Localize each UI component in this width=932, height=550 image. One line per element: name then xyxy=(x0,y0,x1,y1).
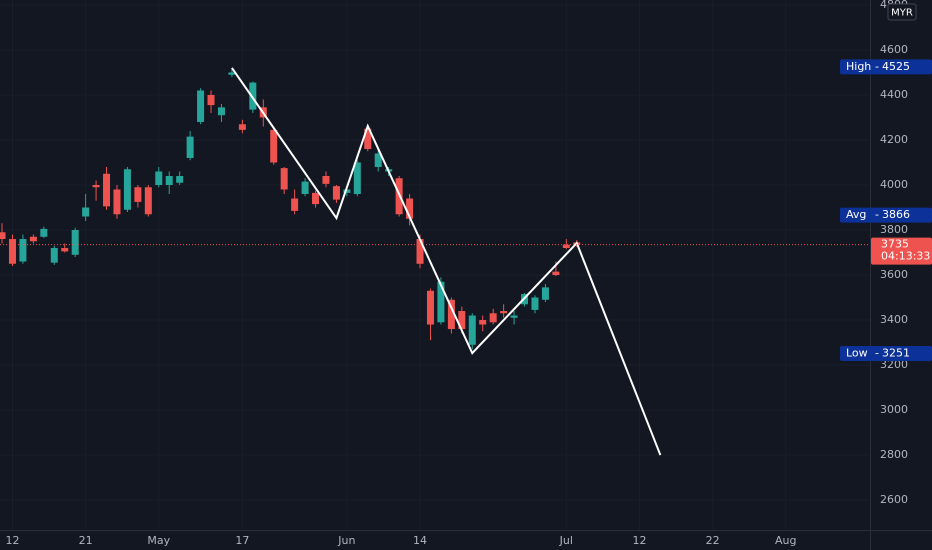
candle-body xyxy=(312,192,320,205)
marker-name: Low xyxy=(846,347,868,360)
candle-body xyxy=(552,271,560,276)
y-tick-label: 3200 xyxy=(880,358,908,371)
candle-body xyxy=(531,297,539,310)
last-price-badge xyxy=(871,237,932,265)
candle-body xyxy=(437,281,445,323)
candle-body xyxy=(113,189,121,215)
y-tick-label: 2600 xyxy=(880,493,908,506)
marker-dash: - xyxy=(875,347,879,360)
candle-body xyxy=(197,90,205,122)
candle-body xyxy=(50,248,58,263)
candle-body xyxy=(165,175,173,185)
candle-body xyxy=(510,315,518,318)
candle-body xyxy=(332,186,340,200)
y-tick-label: 2800 xyxy=(880,448,908,461)
candle-body xyxy=(541,287,549,300)
candle-body xyxy=(500,311,508,314)
y-tick-label: 3600 xyxy=(880,268,908,281)
candle-body xyxy=(447,299,455,330)
candle-body xyxy=(8,239,16,264)
y-tick-label: 3400 xyxy=(880,313,908,326)
candle-body xyxy=(19,239,27,262)
candle-body xyxy=(134,187,142,202)
x-tick-label: 22 xyxy=(706,534,720,547)
currency-badge xyxy=(887,3,917,21)
marker-name: High xyxy=(846,60,871,73)
x-tick-label: 21 xyxy=(79,534,93,547)
candle-body xyxy=(468,315,476,345)
marker-dash: - xyxy=(875,208,879,221)
candle-body xyxy=(186,136,194,158)
candle-body xyxy=(144,187,152,215)
candle-body xyxy=(71,230,79,255)
y-tick-label: 4600 xyxy=(880,43,908,56)
candle-body xyxy=(301,181,309,194)
y-tick-label: 4000 xyxy=(880,178,908,191)
candle-body xyxy=(40,228,48,237)
candle-body xyxy=(416,239,424,264)
candle-body xyxy=(406,198,414,219)
x-tick-label: 14 xyxy=(413,534,427,547)
marker-badge xyxy=(840,59,932,75)
marker-value: 3866 xyxy=(882,208,910,221)
candle-body xyxy=(280,168,288,190)
candle-body xyxy=(270,129,278,163)
candle-body xyxy=(364,128,372,149)
marker-badge xyxy=(840,207,932,223)
candle-body xyxy=(426,290,434,325)
candle-body xyxy=(103,173,111,207)
zigzag-line xyxy=(231,67,662,456)
candle-body xyxy=(0,232,6,240)
marker-value: 3251 xyxy=(882,347,910,360)
candle-body xyxy=(249,82,257,110)
x-tick-label: 17 xyxy=(235,534,249,547)
x-tick-label: 12 xyxy=(632,534,646,547)
x-tick-label: May xyxy=(147,534,170,547)
candle-body xyxy=(374,153,382,167)
x-tick-label: Jul xyxy=(559,534,573,547)
candle-body xyxy=(458,311,466,330)
candle-body xyxy=(61,248,69,252)
candle-body xyxy=(228,72,236,75)
candle-body xyxy=(155,171,163,185)
candle-body xyxy=(92,184,100,188)
candle-body xyxy=(322,175,330,184)
candle-body xyxy=(291,198,299,211)
candle-body xyxy=(176,175,184,183)
x-tick-label: Aug xyxy=(775,534,796,547)
marker-value: 4525 xyxy=(882,60,910,73)
candle-body xyxy=(123,169,131,210)
candle-body xyxy=(238,124,246,130)
candle-body xyxy=(207,94,215,106)
candle-body xyxy=(562,244,570,249)
currency-label: MYR xyxy=(891,8,913,19)
y-tick-label: 3800 xyxy=(880,223,908,236)
candle-body xyxy=(343,189,351,193)
y-tick-label: 4400 xyxy=(880,88,908,101)
x-tick-label: Jun xyxy=(337,534,355,547)
y-tick-label: 4200 xyxy=(880,133,908,146)
last-price-label: 3735 xyxy=(881,238,909,251)
candle-body xyxy=(29,236,37,242)
candle-body xyxy=(489,313,497,323)
countdown-label: 04:13:33 xyxy=(881,250,930,263)
candle-body xyxy=(479,320,487,325)
x-tick-label: 12 xyxy=(5,534,19,547)
candle-body xyxy=(82,207,90,217)
candle-body xyxy=(353,162,361,194)
y-tick-label: 3000 xyxy=(880,403,908,416)
candle-body xyxy=(217,107,225,116)
marker-badge xyxy=(840,346,932,362)
marker-name: Avg xyxy=(846,208,866,221)
marker-dash: - xyxy=(875,60,879,73)
